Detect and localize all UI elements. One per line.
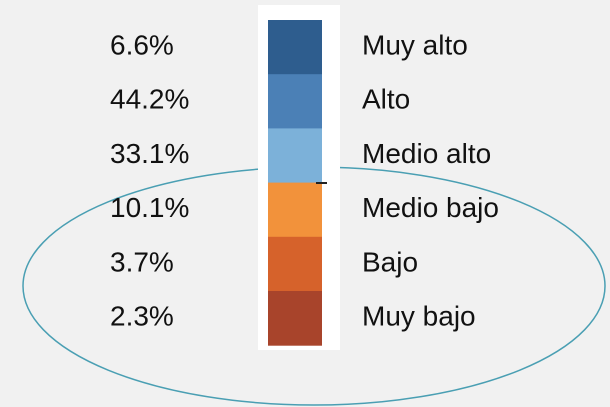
color-swatch [268,128,322,184]
percent-label: 3.7% [110,246,174,277]
percent-label: 6.6% [110,29,174,60]
level-label: Alto [362,84,410,115]
color-swatch [268,20,322,75]
legend-rows: 6.6% Muy alto 44.2% Alto 33.1% Medio alto 10.1… [110,20,499,346]
level-label: Muy alto [362,29,468,60]
level-label: Medio alto [362,138,491,169]
color-swatch [268,236,322,292]
percent-label: 2.3% [110,300,174,331]
percent-label: 44.2% [110,84,189,115]
percent-label: 10.1% [110,192,189,223]
level-label: Muy bajo [362,300,476,331]
color-swatch [268,182,322,238]
level-label: Medio bajo [362,192,499,223]
color-swatch [268,74,322,129]
level-label: Bajo [362,246,418,277]
color-swatch [268,291,322,346]
percent-label: 33.1% [110,138,189,169]
